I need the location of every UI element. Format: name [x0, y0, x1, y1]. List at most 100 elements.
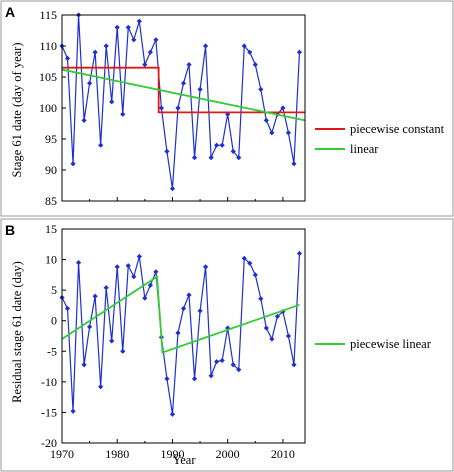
data-point	[291, 161, 297, 167]
data-point	[164, 148, 170, 154]
legend-label-linear: linear	[350, 142, 379, 156]
panel-b-letter: B	[5, 222, 15, 238]
panel-b-x-axis-title: Year	[172, 453, 196, 467]
y-tick-label: 10	[45, 253, 57, 267]
panel-b-series	[59, 250, 303, 417]
data-point	[131, 37, 137, 43]
data-point	[219, 357, 225, 364]
data-point	[87, 324, 93, 330]
data-point	[258, 296, 264, 302]
data-point	[296, 49, 303, 55]
data-point	[285, 130, 292, 136]
data-point	[142, 295, 148, 301]
data-point	[280, 105, 286, 111]
data-point	[191, 155, 198, 161]
data-point	[70, 161, 76, 167]
series-line-data	[61, 14, 301, 189]
data-point	[241, 255, 247, 261]
data-point	[274, 313, 280, 320]
data-point	[252, 62, 258, 68]
data-point	[197, 308, 203, 314]
panel-a: A Stage 61 date (day of year) 85 90 95 100 1…	[0, 0, 454, 217]
data-point	[114, 24, 120, 30]
data-point	[120, 111, 126, 117]
data-point	[236, 155, 242, 161]
data-point	[263, 117, 269, 123]
data-point	[158, 105, 165, 111]
y-tick-label: 115	[39, 8, 57, 22]
data-point	[147, 282, 153, 288]
y-tick-label: -5	[47, 344, 57, 358]
panel-a-y-axis-title: Stage 61 date (day of year)	[10, 42, 24, 177]
panel-a-plot-area	[61, 14, 306, 202]
y-tick-label: 0	[51, 314, 57, 328]
data-point	[219, 142, 225, 148]
y-tick-label: 85	[45, 194, 57, 208]
data-point	[269, 336, 275, 342]
y-tick-label: 95	[45, 132, 57, 146]
data-point	[280, 308, 286, 315]
series-line-linear	[61, 68, 306, 122]
data-point	[136, 18, 142, 24]
data-point	[109, 99, 115, 105]
data-point	[103, 43, 109, 49]
y-tick-label: 100	[39, 101, 57, 115]
y-tick-label: -20	[41, 436, 57, 450]
y-tick-label: -15	[41, 405, 57, 419]
data-point	[75, 260, 82, 266]
panel-b-frame	[0, 218, 454, 472]
data-point	[114, 264, 120, 270]
data-point	[186, 62, 192, 68]
data-point	[169, 186, 176, 192]
data-point	[81, 362, 87, 368]
y-tick-label: 110	[39, 39, 57, 53]
data-point	[120, 348, 126, 354]
data-point	[214, 142, 220, 148]
x-tick-label: 2010	[271, 447, 295, 461]
data-point	[175, 330, 181, 336]
panel-b-plot-area	[61, 228, 306, 444]
data-point	[202, 43, 209, 49]
data-point	[197, 86, 203, 92]
data-point	[186, 292, 192, 298]
data-point	[252, 272, 258, 278]
data-point	[263, 325, 269, 331]
data-point	[98, 142, 104, 148]
data-point	[241, 43, 247, 49]
data-point	[153, 37, 159, 43]
data-point	[202, 264, 209, 270]
x-tick-label: 1980	[105, 447, 129, 461]
data-point	[64, 305, 71, 312]
data-point	[247, 260, 253, 266]
data-point	[225, 325, 231, 331]
data-point	[180, 305, 187, 312]
y-tick-label: 105	[39, 70, 57, 84]
data-point	[175, 105, 181, 111]
data-point	[92, 293, 98, 299]
data-point	[125, 263, 131, 269]
data-point	[291, 362, 297, 368]
data-point	[125, 24, 131, 30]
data-point	[169, 411, 176, 417]
panel-a-letter: A	[5, 4, 15, 20]
y-tick-label: -10	[41, 375, 57, 389]
legend-label-piecewise-linear: piecewise linear	[350, 337, 432, 351]
data-point	[64, 55, 71, 61]
data-point	[98, 384, 104, 390]
data-point	[70, 408, 76, 414]
panel-b-y-axis-title: Residual stage 61 date (day)	[10, 261, 24, 403]
x-tick-label: 1990	[160, 447, 184, 461]
data-point	[153, 269, 159, 275]
data-point	[296, 250, 303, 257]
data-point	[214, 359, 220, 365]
y-tick-label: 90	[45, 163, 57, 177]
data-point	[131, 274, 137, 280]
data-point	[136, 253, 142, 260]
data-point	[87, 80, 93, 86]
data-point	[208, 155, 214, 161]
data-point	[142, 62, 148, 68]
data-point	[180, 80, 187, 86]
data-point	[109, 338, 115, 344]
data-point	[164, 376, 170, 382]
